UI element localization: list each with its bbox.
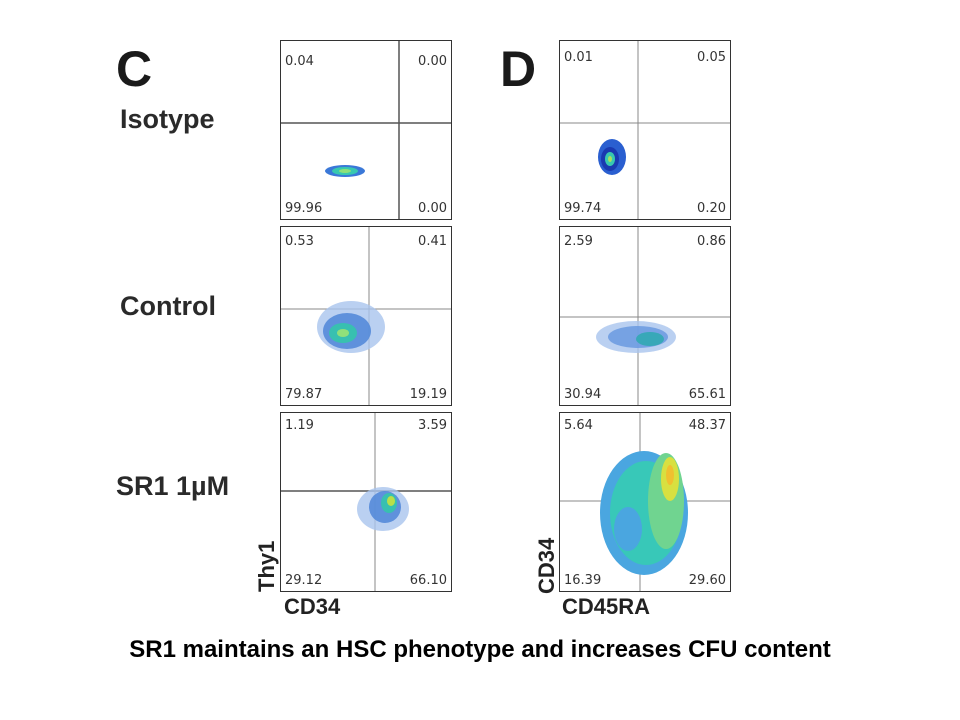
quadrant-ul: 1.19 <box>285 418 314 433</box>
quadrant-ll: 16.39 <box>564 573 602 588</box>
quadrant-ll: 99.74 <box>564 201 602 216</box>
y-axis-label-d: CD34 <box>534 537 559 594</box>
row-label-isotype: Isotype <box>120 104 215 134</box>
quadrant-ul: 2.59 <box>564 234 593 249</box>
quadrant-ur: 0.86 <box>697 234 726 249</box>
row-label-sr1: SR1 1µM <box>116 471 230 501</box>
density-d-sr1 <box>560 413 730 591</box>
quadrant-ur: 48.37 <box>688 418 726 433</box>
figure-caption: SR1 maintains an HSC phenotype and incre… <box>129 636 831 663</box>
quadrant-ll: 79.87 <box>285 387 323 402</box>
quadrant-ul: 0.04 <box>285 54 314 69</box>
flow-plot-d-isotype: 0.01 0.05 99.74 0.20 <box>559 40 731 220</box>
x-axis-label-d: CD45RA <box>562 594 651 619</box>
quadrant-lr: 66.10 <box>409 573 447 588</box>
quadrant-ul: 0.01 <box>564 50 593 65</box>
quadrant-ur: 0.05 <box>697 50 726 65</box>
quadrant-lr: 65.61 <box>688 387 726 402</box>
row-label-control: Control <box>120 291 216 321</box>
panel-letter-c: C <box>116 41 153 97</box>
density-c-isotype <box>281 41 451 219</box>
flow-plot-c-isotype: 0.04 0.00 99.96 0.00 <box>280 40 452 220</box>
quadrant-lr: 0.00 <box>418 201 447 216</box>
quadrant-ul: 5.64 <box>564 418 593 433</box>
y-axis-label-c: Thy1 <box>254 540 279 592</box>
density-c-control <box>281 227 451 405</box>
quadrant-lr: 19.19 <box>409 387 447 402</box>
quadrant-ur: 0.00 <box>418 54 447 69</box>
panel-letter-d: D <box>500 41 537 97</box>
density-d-control <box>560 227 730 405</box>
quadrant-ur: 0.41 <box>418 234 447 249</box>
flow-plot-d-control: 2.59 0.86 30.94 65.61 <box>559 226 731 406</box>
quadrant-ul: 0.53 <box>285 234 314 249</box>
quadrant-ur: 3.59 <box>418 418 447 433</box>
quadrant-lr: 29.60 <box>688 573 726 588</box>
density-c-sr1 <box>281 413 451 591</box>
flow-plot-c-sr1: 1.19 3.59 29.12 66.10 <box>280 412 452 592</box>
flow-plot-d-sr1: 5.64 48.37 16.39 29.60 <box>559 412 731 592</box>
quadrant-ll: 99.96 <box>285 201 323 216</box>
x-axis-label-c: CD34 <box>284 594 341 619</box>
quadrant-lr: 0.20 <box>697 201 726 216</box>
quadrant-ll: 30.94 <box>564 387 602 402</box>
flow-plot-c-control: 0.53 0.41 79.87 19.19 <box>280 226 452 406</box>
quadrant-ll: 29.12 <box>285 573 323 588</box>
density-d-isotype <box>560 41 730 219</box>
